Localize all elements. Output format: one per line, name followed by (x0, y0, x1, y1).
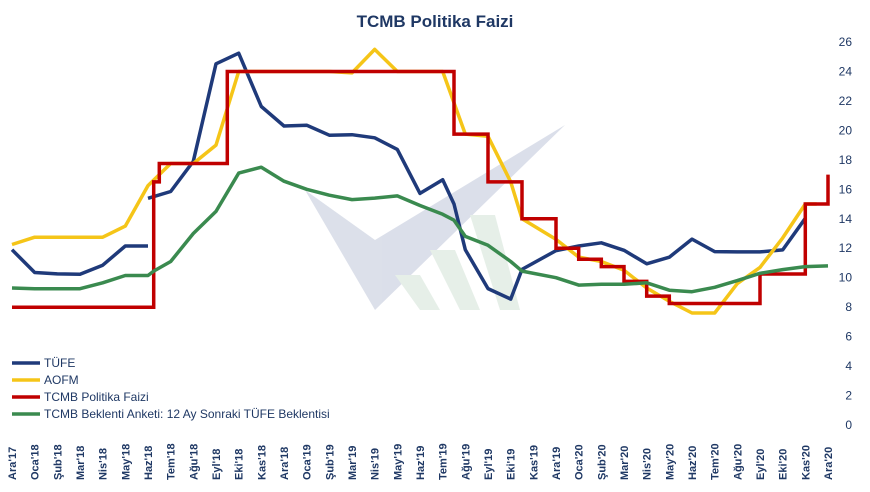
x-tick-label: May'19 (392, 444, 404, 480)
y-tick-label: 8 (845, 300, 852, 314)
y-tick-label: 20 (839, 123, 853, 137)
x-tick-label: Ara'18 (279, 447, 291, 480)
x-tick-label: Kas'20 (800, 445, 812, 480)
series-line-3 (11, 165, 829, 294)
x-tick-label: Oca'18 (30, 444, 42, 480)
x-tick-label: Tem'18 (166, 443, 178, 480)
plot-area (10, 47, 830, 315)
x-tick-label: Eki'20 (778, 449, 790, 480)
x-tick-label: Nis'20 (642, 448, 654, 480)
x-tick-label: Tem'20 (710, 443, 722, 480)
x-tick-label: Oca'19 (302, 444, 314, 480)
y-tick-label: 22 (839, 94, 853, 108)
y-tick-label: 14 (839, 212, 853, 226)
x-tick-label: Eyl'18 (211, 449, 223, 480)
x-tick-label: Ağu'20 (732, 444, 744, 480)
series-line-2 (12, 69, 830, 309)
y-tick-label: 26 (839, 35, 853, 49)
y-tick-label: 2 (845, 389, 852, 403)
x-tick-label: Şub'20 (596, 444, 608, 480)
y-tick-label: 4 (845, 359, 852, 373)
legend: TÜFE AOFM TCMB Politika Faizi TCMB Beklenti… (12, 356, 330, 421)
x-tick-label: Eki'18 (234, 449, 246, 480)
y-tick-label: 18 (839, 153, 853, 167)
watermark-logo (305, 125, 565, 310)
x-tick-label: Mar'20 (619, 446, 631, 480)
legend-label: TÜFE (44, 356, 75, 370)
x-tick-label: Haz'20 (687, 446, 699, 480)
legend-label: AOFM (44, 373, 79, 387)
x-tick-label: May'20 (664, 444, 676, 480)
x-tick-label: Ara'20 (823, 447, 835, 480)
x-tick-label: Oca'20 (574, 444, 586, 480)
x-tick-label: May'18 (120, 444, 132, 480)
x-tick-label: Eki'19 (506, 449, 518, 480)
x-tick-label: Ara'19 (551, 447, 563, 480)
y-tick-label: 0 (845, 418, 852, 432)
x-tick-label: Haz'18 (143, 446, 155, 480)
legend-label: TCMB Beklenti Anketi: 12 Ay Sonraki TÜFE… (44, 407, 330, 421)
x-tick-label: Nis'19 (370, 448, 382, 480)
y-tick-label: 12 (839, 241, 853, 255)
x-tick-label: Kas'18 (256, 445, 268, 480)
chart-title: TCMB Politika Faizi (356, 12, 514, 31)
x-tick-label: Eyl'20 (755, 449, 767, 480)
x-axis: Ara'17 Oca'18 Şub'18 Mar'18 Nis'18 May'18 Haz'… (7, 443, 835, 480)
x-tick-label: Ağu'19 (460, 444, 472, 480)
x-tick-label: Ağu'18 (188, 444, 200, 480)
x-tick-label: Eyl'19 (483, 449, 495, 480)
x-tick-label: Haz'19 (415, 446, 427, 480)
x-tick-label: Kas'19 (528, 445, 540, 480)
series-line-0 (10, 51, 807, 301)
x-tick-label: Tem'19 (438, 443, 450, 480)
y-tick-label: 6 (845, 330, 852, 344)
y-tick-label: 16 (839, 182, 853, 196)
x-tick-label: Ara'17 (7, 447, 19, 480)
x-tick-label: Şub'19 (324, 444, 336, 480)
y-tick-label: 24 (839, 64, 853, 78)
x-tick-label: Nis'18 (98, 448, 110, 480)
x-tick-label: Şub'18 (52, 444, 64, 480)
x-tick-label: Mar'18 (75, 446, 87, 480)
y-tick-label: 10 (839, 271, 853, 285)
legend-label: TCMB Politika Faizi (44, 390, 149, 404)
x-tick-label: Mar'19 (347, 446, 359, 480)
